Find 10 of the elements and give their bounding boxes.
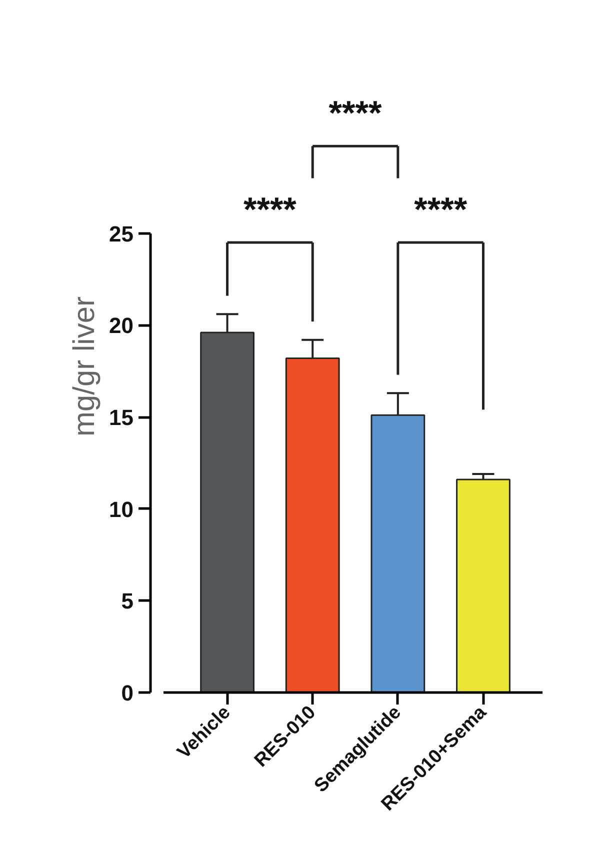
y-tick-label: 20 [109, 313, 134, 338]
y-tick-label: 15 [109, 405, 134, 430]
text: **** [328, 94, 382, 132]
y-axis-title: mg/gr liver [68, 296, 102, 437]
y-tick-label: 5 [121, 588, 134, 614]
y-tick-label: 0 [121, 680, 134, 706]
y-tick-label: 10 [109, 496, 134, 522]
text: **** [243, 190, 298, 229]
y-tick-label: 25 [109, 221, 134, 246]
text: **** [414, 190, 468, 229]
